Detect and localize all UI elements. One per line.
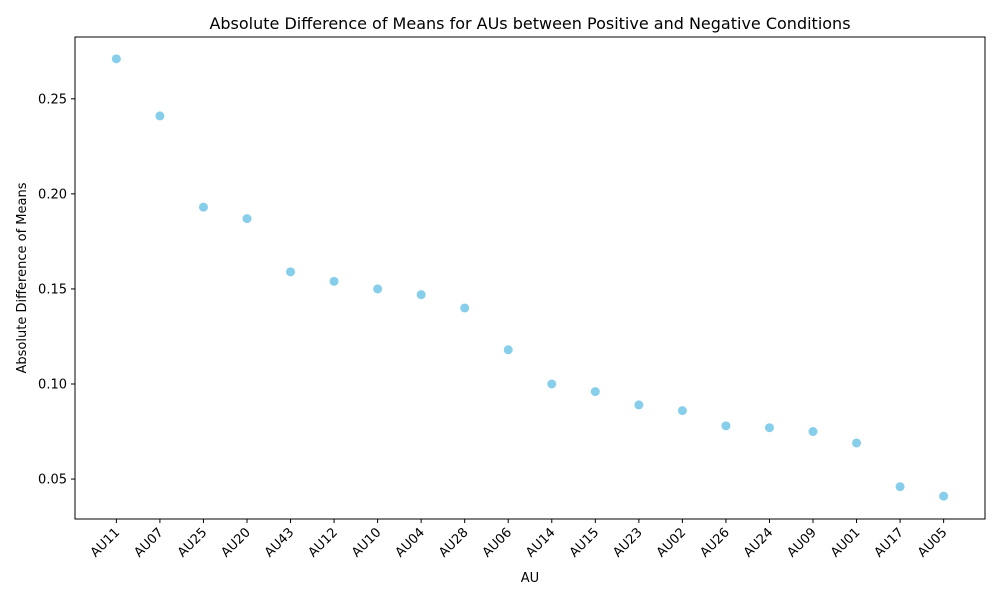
- data-point-au15: [590, 387, 600, 397]
- x-tick-label: AU07: [131, 525, 166, 560]
- data-point-au09: [808, 427, 818, 437]
- y-axis-label: Absolute Difference of Means: [15, 182, 30, 373]
- data-points: [111, 54, 949, 501]
- y-tick-label: 0.20: [38, 187, 67, 202]
- x-tick-label: AU09: [785, 525, 820, 560]
- y-tick-label: 0.05: [38, 473, 67, 488]
- x-tick-label: AU01: [828, 525, 863, 560]
- x-tick-label: AU14: [523, 525, 558, 560]
- data-point-au04: [416, 290, 426, 300]
- x-axis-label: AU: [521, 571, 539, 586]
- data-point-au17: [895, 482, 905, 492]
- data-point-au23: [634, 400, 644, 410]
- x-tick-label: AU06: [480, 525, 515, 560]
- x-tick-label: AU11: [88, 525, 123, 560]
- data-point-au07: [155, 111, 165, 121]
- x-tick-label: AU17: [872, 525, 907, 560]
- data-point-au01: [852, 438, 862, 448]
- data-point-au24: [764, 423, 774, 433]
- x-tick-label: AU05: [915, 525, 950, 560]
- chart-title: Absolute Difference of Means for AUs bet…: [209, 14, 850, 33]
- data-point-au20: [242, 214, 252, 224]
- data-point-au05: [939, 491, 949, 501]
- y-tick-label: 0.25: [38, 92, 67, 107]
- data-point-au11: [111, 54, 121, 64]
- x-tick-label: AU04: [393, 525, 428, 560]
- data-point-au43: [286, 267, 296, 277]
- y-tick-label: 0.10: [38, 378, 67, 393]
- y-tick-label: 0.15: [38, 282, 67, 297]
- data-point-au12: [329, 276, 339, 286]
- x-tick-label: AU26: [697, 525, 732, 560]
- x-tick-label: AU23: [610, 525, 645, 560]
- x-tick-label: AU02: [654, 525, 689, 560]
- data-point-au10: [373, 284, 383, 294]
- data-point-au06: [503, 345, 513, 355]
- x-tick-label: AU28: [436, 525, 471, 560]
- data-point-au02: [677, 406, 687, 416]
- x-tick-label: AU24: [741, 525, 776, 560]
- data-point-au28: [460, 303, 470, 313]
- x-axis: AU11 AU07 AU25 AU20 AU43 AU12 AU10 AU04 AU28 AU06…: [88, 519, 950, 561]
- x-tick-label: AU43: [262, 525, 297, 560]
- x-tick-label: AU15: [567, 525, 602, 560]
- x-tick-label: AU25: [175, 525, 210, 560]
- x-tick-label: AU20: [218, 525, 253, 560]
- y-axis: 0.05 0.10 0.15 0.20 0.25: [38, 92, 75, 488]
- data-point-au14: [547, 379, 557, 389]
- x-tick-label: AU10: [349, 525, 384, 560]
- x-tick-label: AU12: [306, 525, 341, 560]
- data-point-au26: [721, 421, 731, 431]
- data-point-au25: [198, 202, 208, 212]
- plot-frame: [74, 36, 986, 520]
